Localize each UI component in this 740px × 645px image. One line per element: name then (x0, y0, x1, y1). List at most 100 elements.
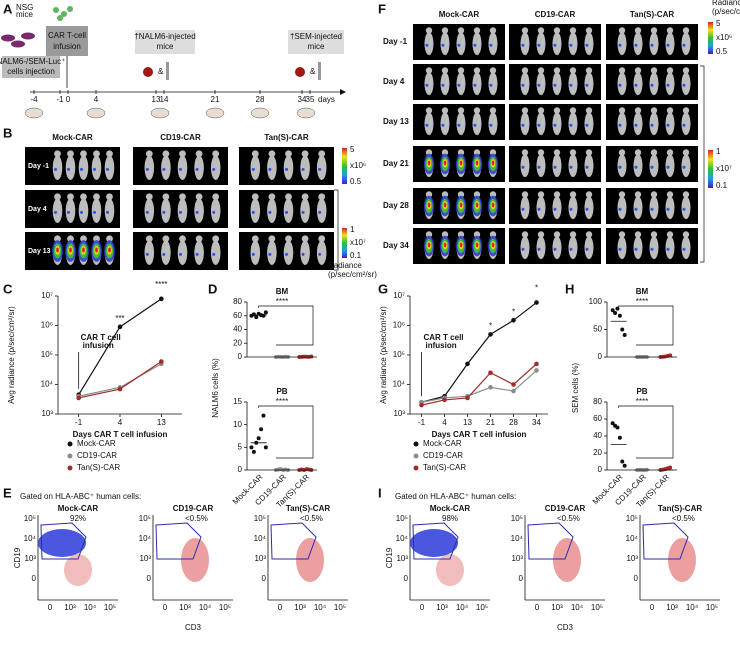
y-tick-label: 10⁴ (511, 534, 524, 543)
mouse-head (666, 67, 674, 74)
color-scale (708, 150, 713, 188)
mouse-body (300, 155, 310, 180)
gate-label: 92% (70, 514, 86, 523)
data-point (622, 333, 627, 337)
mouse-head (195, 193, 203, 201)
mouse-head (650, 191, 658, 198)
data-point (249, 445, 254, 450)
x-tick-label: 0 (163, 603, 168, 612)
signal (666, 165, 670, 169)
mouse-head (162, 235, 170, 243)
scale-label: 0.5 (350, 177, 362, 186)
signal (108, 247, 111, 253)
mouse-body (210, 240, 221, 265)
panel-letter: F (378, 1, 386, 16)
signal (489, 123, 493, 127)
signal (145, 252, 149, 256)
bracket (700, 65, 705, 263)
signal (145, 167, 149, 171)
mouse-body (300, 240, 310, 265)
data-point (488, 332, 493, 337)
mouse-head (54, 235, 61, 243)
data-point (511, 382, 516, 387)
scale-label: 0.1 (350, 251, 362, 260)
data-point (159, 359, 164, 364)
mouse-body (617, 32, 627, 56)
x-axis-label: Days CAR T cell infusion (432, 430, 527, 439)
mouse-head (569, 191, 577, 198)
significance: **** (276, 397, 288, 406)
mouse-head (268, 235, 276, 243)
mouse-body (665, 32, 675, 56)
mouse-body (536, 112, 546, 136)
mouse-head (537, 231, 545, 238)
data-point (465, 395, 470, 401)
label: NSG (16, 3, 33, 12)
signal (682, 207, 686, 211)
y-tick-label: 10³ (396, 554, 408, 563)
timeline-arrow (340, 89, 346, 95)
panel-letter: E (3, 485, 12, 500)
signal (491, 160, 495, 166)
mouse-head (634, 149, 642, 156)
signal (682, 123, 686, 127)
x-tick-label: 34 (532, 418, 541, 427)
scale-title: Radiance (328, 261, 362, 270)
signal (441, 123, 445, 127)
legend-marker (67, 453, 73, 459)
y-axis-label: SEM cells (%) (571, 363, 580, 414)
mouse-head (179, 235, 186, 243)
box (135, 30, 195, 54)
y-tick-label: 0 (262, 574, 267, 583)
scale-label: 0.5 (716, 47, 728, 56)
signal (285, 252, 288, 256)
signal (491, 242, 495, 248)
signal (521, 247, 525, 251)
mouse-body (617, 72, 627, 96)
signal (93, 210, 96, 214)
mouse-head (569, 27, 577, 34)
x-tick-label: 10⁵ (104, 603, 116, 612)
mouse-head (106, 235, 113, 243)
mouse-head (666, 231, 674, 238)
y-tick-label: 0 (634, 574, 639, 583)
mouse-head (682, 149, 690, 156)
y-tick-label: 10⁵ (139, 514, 151, 523)
bone-icon (166, 62, 169, 80)
signal (553, 247, 557, 251)
mouse-head (521, 107, 529, 114)
mouse-body (665, 236, 675, 260)
mouse-head (285, 235, 292, 243)
mouse-head (268, 193, 276, 201)
mouse-head (162, 193, 170, 201)
significance: **** (276, 297, 288, 306)
legend-label: Mock-CAR (77, 439, 116, 448)
mouse-head (634, 67, 642, 74)
y-tick-label: 10⁵ (396, 514, 408, 523)
mouse-head (145, 193, 153, 201)
data-point (117, 324, 123, 330)
mouse-head (650, 107, 658, 114)
cell-cloud (64, 554, 92, 586)
flow-plot-title: Mock-CAR (58, 504, 99, 513)
mouse-body (177, 155, 188, 180)
mouse-head (457, 149, 465, 156)
mouse-body (520, 72, 530, 96)
mouse-head (67, 235, 74, 243)
signal (268, 210, 272, 214)
mouse-body (520, 112, 530, 136)
signal (618, 165, 622, 169)
mouse-head (301, 150, 309, 158)
mouse-icon (24, 107, 44, 119)
mouse-body (681, 236, 691, 260)
y-tick-label: 10⁵ (393, 350, 405, 359)
signal (569, 43, 573, 47)
signal (521, 83, 525, 87)
mouse-body (316, 240, 327, 265)
x-tick-label: 10³ (64, 603, 76, 612)
x-tick-label: 13 (463, 418, 472, 427)
mouse-body (617, 154, 627, 178)
signal (634, 207, 638, 211)
row-label: Day 4 (383, 77, 405, 86)
